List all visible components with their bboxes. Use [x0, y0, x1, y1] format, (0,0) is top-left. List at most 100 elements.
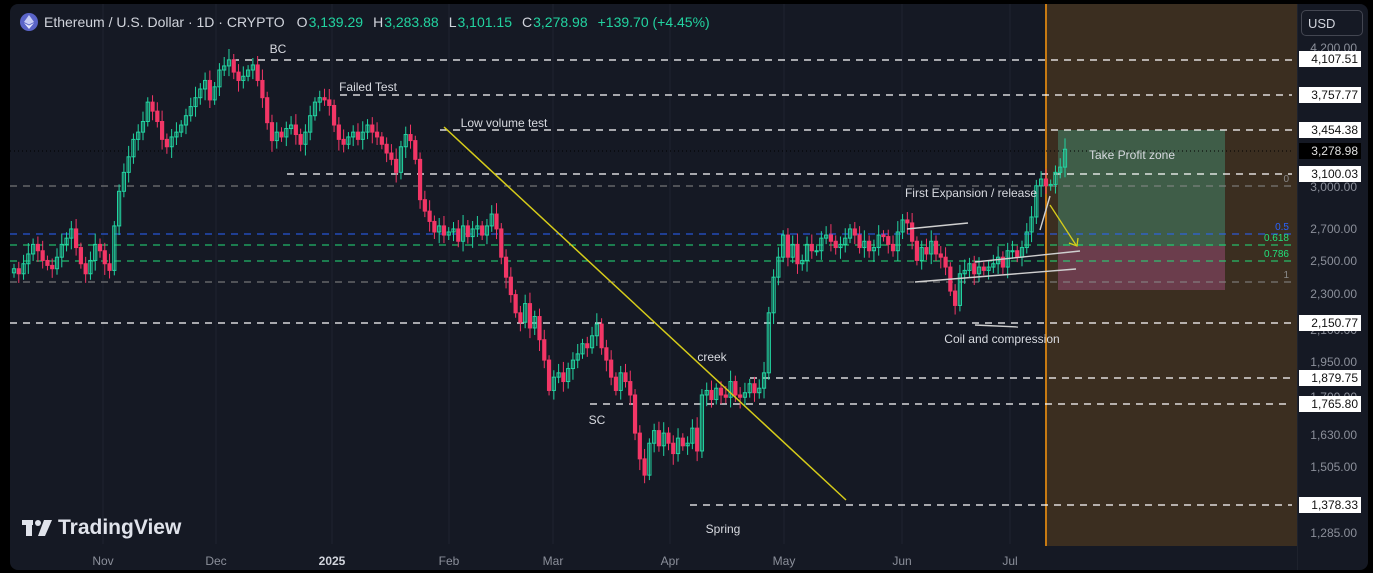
price-label: 3,757.77	[1311, 88, 1358, 102]
candle-body	[437, 225, 442, 233]
chart-annotation[interactable]: Low volume test	[461, 116, 548, 130]
chart-annotation[interactable]: Coil and compression	[944, 332, 1059, 346]
candle-body	[288, 124, 294, 130]
candle-body	[460, 225, 466, 242]
candle-body	[284, 128, 289, 138]
candle-body	[847, 228, 853, 239]
candle-body	[40, 250, 45, 261]
ohlc-values: O3,139.29 H3,283.88 L3,101.15 C3,278.98 …	[297, 14, 710, 30]
candle-body	[131, 138, 136, 158]
candle-body	[207, 79, 212, 101]
candle-body	[718, 387, 724, 396]
candle-body	[351, 131, 356, 138]
candle-body	[785, 234, 791, 258]
candle-body	[723, 394, 728, 398]
x-axis-tick: Dec	[205, 554, 226, 568]
creek-trendline[interactable]	[443, 126, 847, 501]
candle-body	[876, 234, 881, 249]
candle-body	[265, 97, 270, 124]
arrow-head-icon	[1068, 237, 1079, 247]
fib-level-label: 0	[1283, 174, 1289, 185]
chart-annotation[interactable]: BC	[270, 42, 287, 56]
candle-body	[470, 228, 475, 238]
candle-body	[585, 343, 590, 349]
candle-body	[824, 234, 829, 239]
candle-body	[695, 427, 700, 452]
candle-body	[709, 389, 714, 401]
candle-body	[738, 394, 743, 398]
channel-line[interactable]	[1039, 195, 1051, 231]
price-chart[interactable]: 0 0.50.618 0.786 1 BC Failed Test Low volume t…	[10, 4, 1368, 570]
candle-body	[169, 136, 174, 148]
chart-annotation[interactable]: Take Profit zone	[1089, 148, 1175, 162]
symbol-title[interactable]: Ethereum / U.S. Dollar · 1D · CRYPTO	[44, 14, 285, 30]
candle-body	[551, 376, 556, 391]
candle-body	[609, 359, 614, 378]
candle-body	[781, 234, 786, 258]
candle-body	[389, 152, 394, 160]
candle-body	[828, 234, 834, 242]
candle-body	[804, 243, 810, 261]
candle-body	[537, 316, 542, 341]
candle-body	[704, 389, 709, 396]
price-label: 3,100.03	[1311, 167, 1358, 181]
channel-line[interactable]	[914, 268, 1077, 283]
stop-loss-zone[interactable]	[1058, 246, 1225, 290]
candle-body	[1000, 256, 1005, 268]
candle-body	[1053, 171, 1058, 185]
channel-line[interactable]	[974, 324, 1019, 328]
candle-body	[604, 347, 609, 361]
chart-annotation[interactable]: Spring	[706, 522, 741, 536]
candle-body	[164, 138, 169, 148]
arrow-line[interactable]	[1049, 204, 1077, 246]
y-axis-tick: 1,505.00	[1310, 460, 1357, 474]
candle-body	[231, 59, 236, 73]
candle-body	[1048, 183, 1053, 187]
chart-annotation[interactable]: SC	[589, 413, 606, 427]
tradingview-wordmark: TradingView	[58, 516, 182, 539]
ohlc-high: H3,283.88	[373, 14, 439, 30]
take-profit-zone[interactable]	[1058, 130, 1225, 246]
candle-body	[943, 256, 948, 268]
price-axis-divider	[1297, 4, 1298, 570]
candle-body	[628, 381, 633, 396]
candle-body	[341, 138, 346, 145]
currency-button[interactable]: USD	[1301, 10, 1363, 36]
candle-body	[21, 263, 26, 275]
candle-body	[83, 263, 88, 275]
candle-body	[475, 225, 480, 230]
channel-line[interactable]	[974, 250, 1081, 263]
candle-body	[174, 131, 179, 138]
candle-body	[179, 124, 184, 133]
candle-body	[972, 263, 977, 275]
chart-annotation[interactable]: First Expansion / release	[905, 186, 1037, 200]
y-axis-tick: 1,950.00	[1310, 355, 1357, 369]
candle-body	[212, 86, 217, 101]
chart-annotation[interactable]: Failed Test	[339, 80, 397, 94]
candle-body	[661, 432, 666, 447]
candle-body	[809, 243, 814, 252]
candle-body	[379, 136, 384, 145]
candle-body	[31, 243, 36, 255]
chart-annotation[interactable]: creek	[697, 350, 727, 364]
candle-body	[1024, 231, 1029, 249]
candle-body	[394, 158, 399, 173]
candle-body	[50, 264, 55, 270]
candle-body	[255, 64, 260, 81]
x-axis-tick: Feb	[439, 554, 460, 568]
price-label: 1,378.33	[1311, 498, 1358, 512]
candle-body	[59, 243, 64, 258]
candle-body	[800, 259, 805, 265]
candle-body	[441, 225, 447, 236]
candle-body	[494, 213, 499, 230]
candle-body	[967, 263, 972, 271]
channel-line[interactable]	[906, 222, 969, 230]
candle-body	[303, 131, 308, 145]
candle-body	[790, 243, 795, 258]
y-axis-tick: 1,630.00	[1310, 428, 1357, 442]
candle-body	[69, 228, 74, 239]
candle-body	[589, 335, 595, 349]
candle-body	[623, 372, 628, 383]
candle-body	[365, 124, 370, 133]
y-axis-tick: 1,285.00	[1310, 526, 1357, 540]
